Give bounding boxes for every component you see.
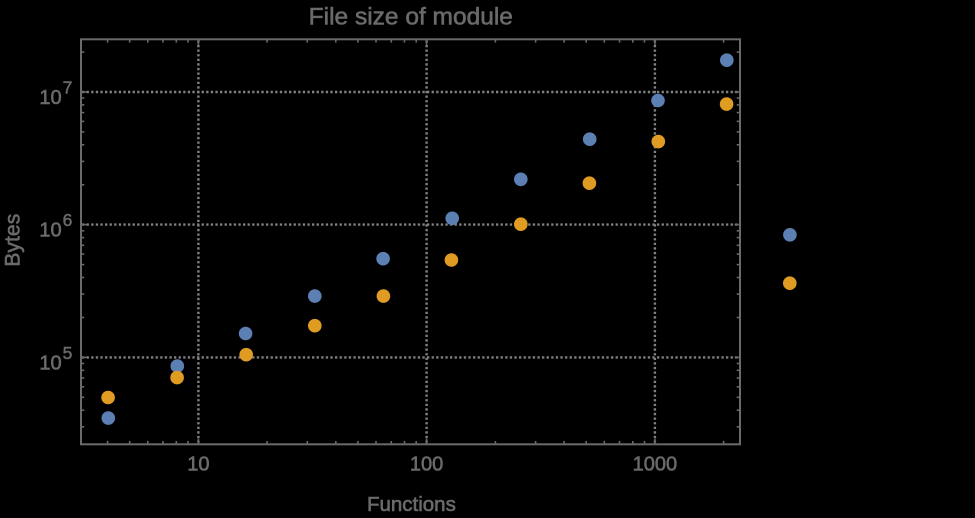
svg-text:5: 5 [63,343,73,363]
svg-text:10: 10 [187,454,209,476]
svg-text:10: 10 [39,87,61,109]
svg-text:File size of module: File size of module [309,3,513,30]
svg-text:Functions: Functions [367,493,456,513]
svg-text:10: 10 [39,220,61,242]
svg-text:Bytes: Bytes [2,214,25,267]
svg-text:100: 100 [410,454,443,476]
svg-text:6: 6 [63,210,73,230]
svg-text:1000: 1000 [633,454,678,476]
svg-text:7: 7 [63,77,73,97]
svg-text:10: 10 [39,352,61,374]
